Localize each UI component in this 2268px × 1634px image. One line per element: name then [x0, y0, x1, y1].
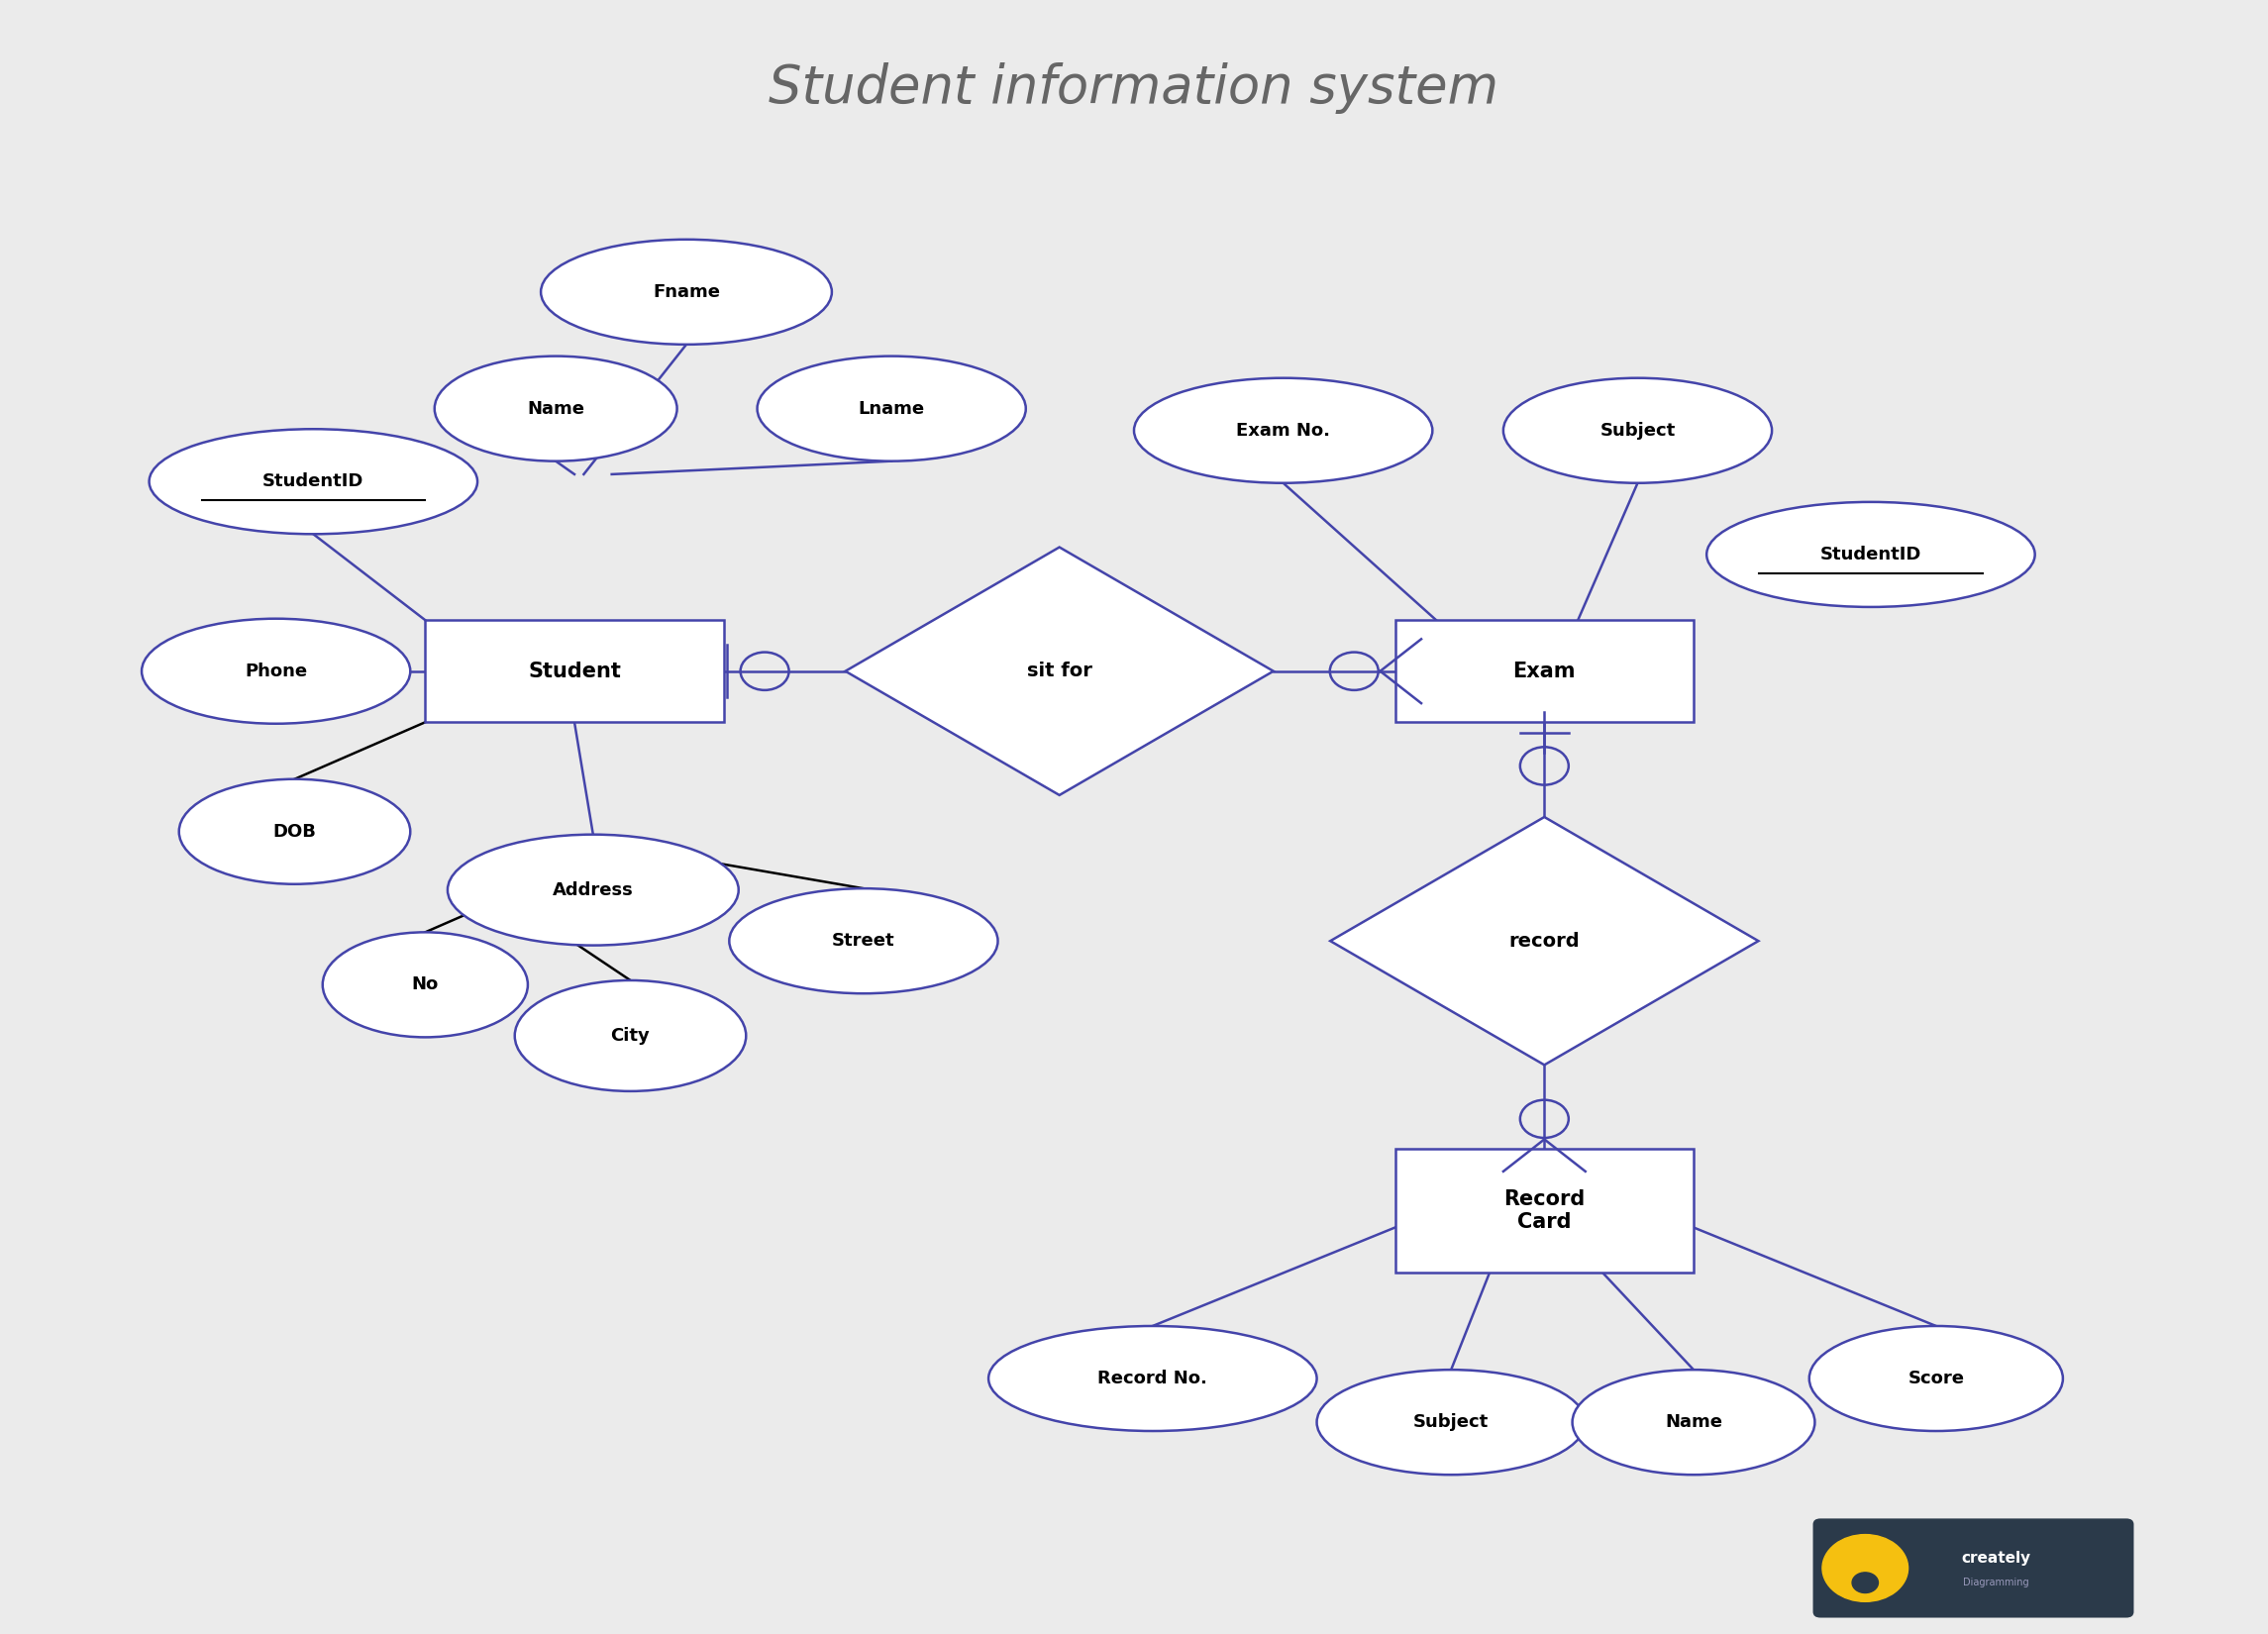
Text: StudentID: StudentID [1821, 546, 1921, 564]
Text: creately: creately [1962, 1551, 2030, 1565]
Text: Exam No.: Exam No. [1236, 422, 1331, 440]
Text: Student information system: Student information system [769, 62, 1499, 113]
Ellipse shape [179, 779, 411, 884]
FancyBboxPatch shape [1812, 1518, 2134, 1618]
Text: No: No [413, 975, 438, 993]
Text: Subject: Subject [1599, 422, 1676, 440]
Polygon shape [846, 547, 1272, 796]
FancyBboxPatch shape [1395, 621, 1694, 722]
Text: Exam: Exam [1513, 662, 1576, 681]
Text: Student: Student [528, 662, 621, 681]
Ellipse shape [540, 240, 832, 345]
Text: City: City [610, 1026, 651, 1044]
Ellipse shape [447, 835, 739, 946]
Circle shape [1853, 1572, 1878, 1593]
Text: StudentID: StudentID [263, 472, 363, 490]
Ellipse shape [322, 933, 528, 1038]
Ellipse shape [435, 356, 678, 461]
Text: Record No.: Record No. [1098, 1369, 1207, 1387]
Polygon shape [1331, 817, 1758, 1065]
Text: Score: Score [1907, 1369, 1964, 1387]
FancyBboxPatch shape [424, 621, 723, 722]
Ellipse shape [141, 619, 411, 724]
Text: Address: Address [553, 881, 633, 899]
Text: Name: Name [526, 400, 585, 418]
FancyBboxPatch shape [1395, 1149, 1694, 1273]
Text: sit for: sit for [1027, 662, 1091, 681]
Text: Phone: Phone [245, 662, 306, 680]
Ellipse shape [150, 430, 479, 534]
Text: record: record [1508, 931, 1581, 951]
Ellipse shape [1134, 377, 1433, 484]
Ellipse shape [1706, 502, 2034, 606]
Text: DOB: DOB [272, 822, 315, 840]
Ellipse shape [730, 889, 998, 993]
Circle shape [1821, 1534, 1907, 1601]
Ellipse shape [515, 980, 746, 1092]
Ellipse shape [989, 1327, 1318, 1431]
Text: Subject: Subject [1413, 1413, 1488, 1431]
Text: Record
Card: Record Card [1504, 1190, 1585, 1232]
Text: Fname: Fname [653, 283, 719, 301]
Ellipse shape [1318, 1369, 1585, 1476]
Ellipse shape [1504, 377, 1771, 484]
Text: Diagramming: Diagramming [1962, 1578, 2030, 1588]
Text: Street: Street [832, 931, 896, 949]
Ellipse shape [758, 356, 1025, 461]
Text: Lname: Lname [857, 400, 925, 418]
Text: Name: Name [1665, 1413, 1721, 1431]
Ellipse shape [1572, 1369, 1814, 1476]
Ellipse shape [1810, 1327, 2064, 1431]
